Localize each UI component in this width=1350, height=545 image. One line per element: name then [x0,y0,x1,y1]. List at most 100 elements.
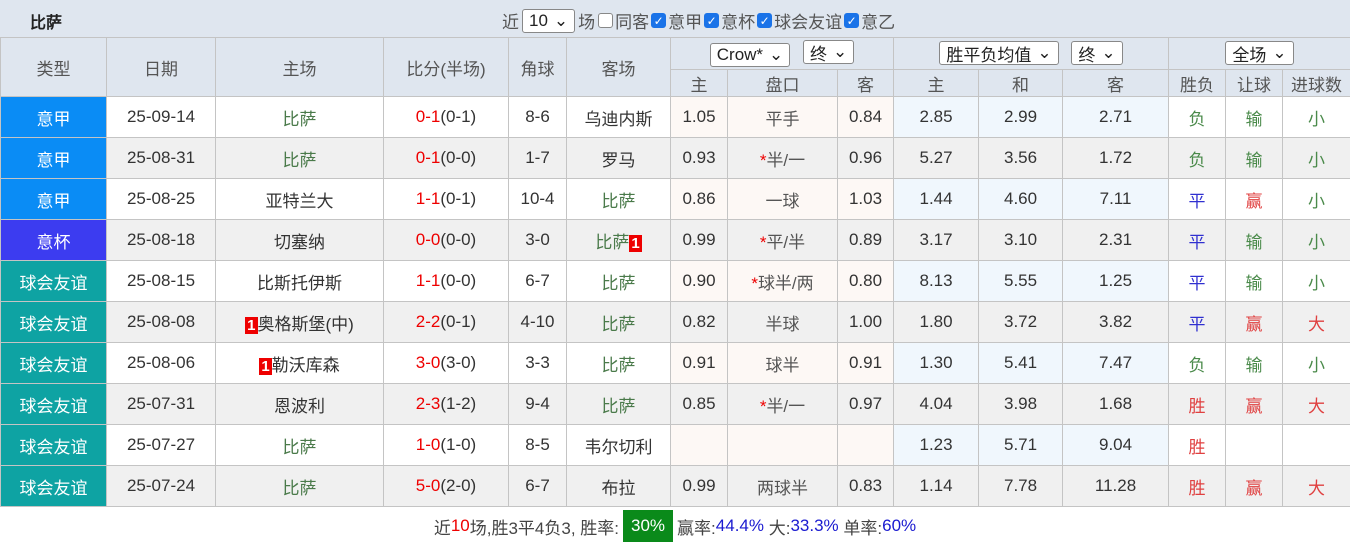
match-score[interactable]: 1-1(0-0) [384,261,509,302]
col-score: 比分(半场) [384,38,509,97]
handicap-result: 赢 [1226,302,1283,343]
filter-label: 球会友谊 [774,8,842,33]
match-score[interactable]: 2-3(1-2) [384,384,509,425]
match-score[interactable]: 0-0(0-0) [384,220,509,261]
away-team[interactable]: 乌迪内斯 [567,97,671,138]
goals-result: 大 [1283,466,1350,507]
subcol-header: 客 [838,70,894,97]
full-score: 3-0 [416,353,441,372]
line-value: 一球 [766,192,800,211]
ox-home: 1.14 [894,466,979,507]
away-team[interactable]: 韦尔切利 [567,425,671,466]
team-name: 乌迪内斯 [585,110,653,129]
table-row: 球会友谊 25-07-24 比萨 5-0(2-0) 6-7 布拉 0.99 两球… [1,466,1350,507]
odds-away: 1.03 [838,179,894,220]
home-team[interactable]: 比斯托伊斯 [216,261,384,302]
goals-result: 大 [1283,302,1350,343]
filter-checkbox[interactable]: ✓ [704,13,719,28]
ox-draw: 5.41 [979,343,1063,384]
away-team[interactable]: 比萨 [567,261,671,302]
ox-stage-select[interactable]: 终⌄ [1071,41,1122,65]
away-team[interactable]: 比萨 [567,302,671,343]
filters: 近 10⌄ 场 同客✓意甲✓意杯✓球会友谊✓意乙 [502,8,895,33]
home-team[interactable]: 切塞纳 [216,220,384,261]
match-score[interactable]: 5-0(2-0) [384,466,509,507]
handicap-result: 输 [1226,343,1283,384]
home-team[interactable]: 比萨 [216,97,384,138]
recent-count-select[interactable]: 10⌄ [522,9,575,33]
match-date: 25-08-31 [107,138,216,179]
league-type[interactable]: 意甲 [1,97,107,138]
match-score[interactable]: 2-2(0-1) [384,302,509,343]
full-score: 5-0 [416,476,441,495]
home-team[interactable]: 比萨 [216,425,384,466]
period-value: 全场 [1232,41,1266,66]
ox-header: 胜平负均值⌄ 终⌄ [894,38,1169,70]
league-type[interactable]: 意杯 [1,220,107,261]
ox-draw: 2.99 [979,97,1063,138]
match-score[interactable]: 3-0(3-0) [384,343,509,384]
subcol-header: 进球数 [1283,70,1350,97]
filter-checkbox[interactable]: ✓ [651,13,666,28]
team-name: 恩波利 [274,397,325,416]
company-select[interactable]: Crow*⌄ [710,43,791,67]
line-value: 平/半 [766,233,805,252]
ox-away: 1.68 [1063,384,1169,425]
subcol-header: 主 [894,70,979,97]
odds-stage-select[interactable]: 终⌄ [803,40,854,64]
red-card-badge: 1 [245,317,257,334]
table-row: 球会友谊 25-08-15 比斯托伊斯 1-1(0-0) 6-7 比萨 0.90… [1,261,1350,302]
match-score[interactable]: 0-1(0-0) [384,138,509,179]
goals-result: 小 [1283,220,1350,261]
match-score[interactable]: 0-1(0-1) [384,97,509,138]
full-score: 0-0 [416,230,441,249]
corners: 9-4 [509,384,567,425]
filter-checkbox[interactable] [598,13,613,28]
home-team[interactable]: 比萨 [216,138,384,179]
ox-select[interactable]: 胜平负均值⌄ [939,41,1058,65]
league-type[interactable]: 球会友谊 [1,466,107,507]
half-score: (1-0) [440,435,476,454]
away-team[interactable]: 罗马 [567,138,671,179]
league-type[interactable]: 球会友谊 [1,343,107,384]
summary-prefix: 近 [434,514,451,539]
league-type[interactable]: 球会友谊 [1,425,107,466]
handicap-line: *半/一 [728,138,838,179]
away-team[interactable]: 比萨 [567,343,671,384]
goals-result: 小 [1283,343,1350,384]
team-name: 罗马 [602,151,636,170]
col-corner: 角球 [509,38,567,97]
away-team[interactable]: 比萨 [567,384,671,425]
team-name: 比萨 [602,192,636,211]
away-team[interactable]: 比萨 [567,179,671,220]
home-team[interactable]: 恩波利 [216,384,384,425]
filter-checkbox[interactable]: ✓ [757,13,772,28]
period-select[interactable]: 全场⌄ [1225,41,1293,65]
ox-value: 胜平负均值 [946,41,1031,66]
corners: 4-10 [509,302,567,343]
chevron-down-icon: ⌄ [554,11,568,31]
home-team[interactable]: 比萨 [216,466,384,507]
corners: 8-6 [509,97,567,138]
ox-draw: 4.60 [979,179,1063,220]
corners: 6-7 [509,466,567,507]
match-score[interactable]: 1-0(1-0) [384,425,509,466]
filter-label: 意乙 [861,8,895,33]
league-type[interactable]: 意甲 [1,179,107,220]
league-type[interactable]: 球会友谊 [1,302,107,343]
away-team[interactable]: 布拉 [567,466,671,507]
league-type[interactable]: 球会友谊 [1,261,107,302]
match-date: 25-08-18 [107,220,216,261]
league-type[interactable]: 球会友谊 [1,384,107,425]
filter-checkbox[interactable]: ✓ [844,13,859,28]
league-type[interactable]: 意甲 [1,138,107,179]
corners: 6-7 [509,261,567,302]
home-team[interactable]: 亚特兰大 [216,179,384,220]
result: 负 [1169,138,1226,179]
match-score[interactable]: 1-1(0-1) [384,179,509,220]
odds-home: 0.93 [671,138,728,179]
